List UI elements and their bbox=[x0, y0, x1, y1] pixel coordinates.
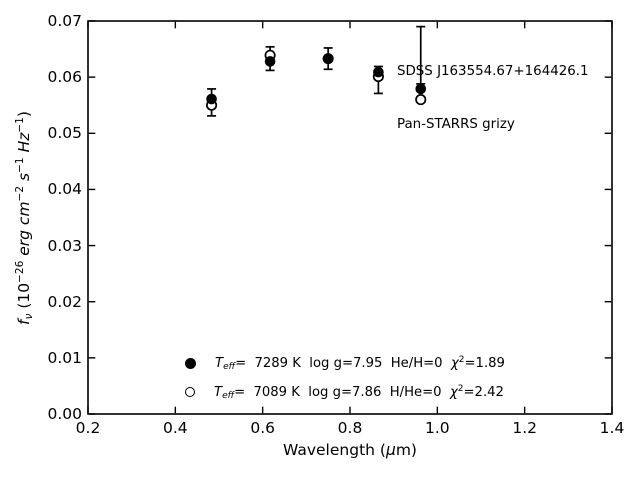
text-segment: eff bbox=[223, 362, 236, 372]
legend-entry-h-model-label: Teff= 7089 K log g=7.86 H/He=0 χ2=2.42 bbox=[214, 383, 504, 401]
text-segment: −26 bbox=[14, 260, 27, 283]
y-tick-label: 0.05 bbox=[47, 124, 82, 143]
filled-circle-point bbox=[264, 56, 276, 67]
text-segment: eff bbox=[222, 391, 235, 401]
x-tick-label: 0.2 bbox=[75, 419, 101, 437]
filled-circle-point bbox=[373, 66, 384, 78]
x-tick-label: 1.4 bbox=[599, 419, 625, 437]
text-segment: 2 bbox=[458, 354, 465, 365]
filled-circle-legend-marker bbox=[185, 357, 196, 369]
x-tick-label: 0.6 bbox=[250, 419, 275, 437]
y-tick-label: 0.00 bbox=[47, 405, 82, 423]
x-axis-label: Wavelength (μm) bbox=[88, 441, 612, 459]
filled-circle-point bbox=[322, 53, 334, 64]
text-segment: (10 bbox=[15, 282, 33, 314]
text-segment: s bbox=[15, 172, 33, 186]
target-annotation: SDSS J163554.67+164426.1 Pan-STARRS griz… bbox=[397, 28, 589, 169]
filled-circle-point bbox=[415, 83, 427, 95]
filled-circle-point bbox=[206, 93, 217, 105]
y-axis-label: fν (10−26 erg cm−2 s−1 Hz−1) bbox=[14, 0, 39, 438]
text-segment: T bbox=[214, 384, 223, 400]
y-tick-label: 0.03 bbox=[47, 236, 82, 255]
x-tick-label: 0.8 bbox=[337, 419, 363, 437]
x-tick-label: 0.4 bbox=[163, 419, 188, 437]
text-segment: = 7289 K log g=7.95 He/H=0 bbox=[235, 355, 451, 371]
open-circle-point bbox=[415, 94, 427, 106]
text-segment: Wavelength ( bbox=[283, 441, 386, 459]
y-tick-label: 0.04 bbox=[47, 180, 82, 199]
legend-entry-h-model: Teff= 7089 K log g=7.86 H/He=0 χ2=2.42 bbox=[185, 383, 504, 401]
target-name: SDSS J163554.67+164426.1 bbox=[397, 64, 589, 80]
axes-frame bbox=[87, 20, 613, 415]
x-tick-label: 1.2 bbox=[512, 419, 537, 437]
text-segment: χ bbox=[450, 355, 459, 371]
legend-entry-he-model: Teff= 7289 K log g=7.95 He/H=0 χ2=1.89 bbox=[185, 354, 505, 372]
open-circle-legend-marker bbox=[185, 387, 195, 397]
text-segment: erg cm bbox=[15, 201, 33, 261]
y-tick-label: 0.02 bbox=[47, 292, 82, 311]
text-segment: m) bbox=[395, 441, 417, 459]
text-segment: −1 bbox=[14, 157, 27, 173]
text-segment: μ bbox=[385, 441, 396, 459]
x-tick-label: 1.0 bbox=[425, 419, 450, 437]
text-segment: −1 bbox=[14, 117, 27, 133]
text-segment: f bbox=[15, 319, 33, 325]
text-segment: =1.89 bbox=[464, 355, 505, 371]
text-segment: Hz bbox=[15, 132, 33, 158]
text-segment: χ bbox=[449, 384, 458, 400]
text-segment: T bbox=[215, 355, 224, 371]
text-segment: −2 bbox=[14, 185, 27, 202]
y-tick-label: 0.01 bbox=[47, 348, 82, 367]
text-segment: 2 bbox=[457, 383, 464, 394]
text-segment: ν bbox=[22, 313, 35, 320]
survey-name: Pan-STARRS grizy bbox=[397, 116, 515, 132]
text-segment: = 7089 K log g=7.86 H/He=0 bbox=[234, 384, 450, 400]
y-tick-label: 0.06 bbox=[47, 68, 82, 87]
text-segment: =2.42 bbox=[463, 384, 504, 400]
legend-entry-he-model-label: Teff= 7289 K log g=7.95 He/H=0 χ2=1.89 bbox=[215, 354, 505, 372]
y-tick-label: 0.07 bbox=[47, 12, 82, 30]
